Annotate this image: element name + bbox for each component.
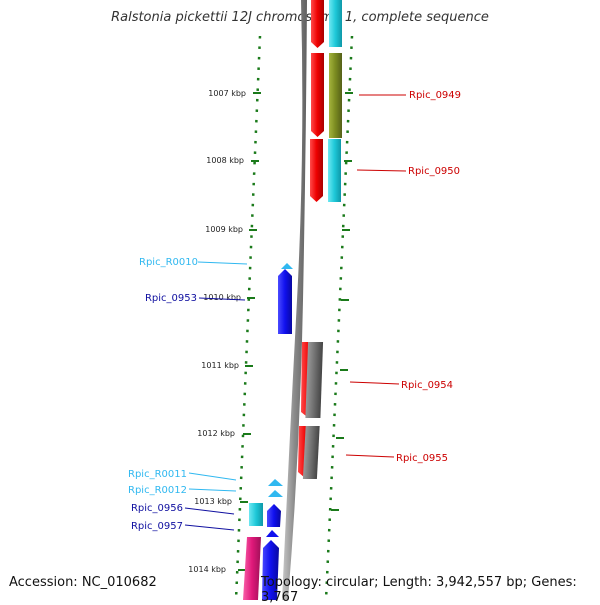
leader-line-0955 [345, 454, 395, 458]
tick-label-1010: 1010 kbp [203, 293, 241, 302]
gene-block-gray-0954 [305, 342, 324, 418]
gene-label-rpic-0955[interactable]: Rpic_0955 [396, 453, 448, 464]
gene-label-rpic-0956[interactable]: Rpic_0956 [131, 503, 183, 514]
leader-line-r0011 [188, 472, 237, 481]
leader-line-r0012 [188, 488, 237, 492]
tick-label-1007: 1007 kbp [208, 89, 246, 98]
tick-label-1012: 1012 kbp [197, 429, 235, 438]
gene-rna-r0010 [281, 263, 293, 269]
gene-arrow-blue-0957 [262, 540, 279, 600]
gene-block-magenta-bottom [243, 537, 261, 600]
gene-label-rpic-0954[interactable]: Rpic_0954 [401, 380, 453, 391]
gene-arrow-red-0949 [311, 53, 324, 137]
gene-block-gray-0955 [302, 426, 320, 479]
gene-block-olive-0949 [329, 53, 342, 138]
leader-line-0954 [349, 381, 400, 385]
gene-arrow-blue-0956 [267, 504, 281, 527]
gene-rna-r0011 [268, 479, 283, 486]
leader-line-0953 [198, 297, 246, 301]
tick-label-1011: 1011 kbp [201, 361, 239, 370]
tick-label-1014: 1014 kbp [188, 565, 226, 574]
chromosome-backbone [282, 0, 307, 600]
leader-line-0957 [184, 524, 235, 531]
minor-ticks-right [331, 92, 353, 511]
gene-rna-r0012 [268, 490, 283, 497]
accession-text: Accession: NC_010682 [9, 575, 157, 590]
tick-label-1008: 1008 kbp [206, 156, 244, 165]
tick-marks [238, 92, 261, 571]
gene-label-rpic-r0012[interactable]: Rpic_R0012 [128, 485, 187, 496]
gene-label-rpic-r0011[interactable]: Rpic_R0011 [128, 469, 187, 480]
gene-arrow-red-top [311, 0, 324, 48]
gene-label-rpic-r0010[interactable]: Rpic_R0010 [139, 257, 198, 268]
leader-line-0950 [356, 169, 407, 172]
gene-label-rpic-0953[interactable]: Rpic_0953 [145, 293, 197, 304]
tick-label-1009: 1009 kbp [205, 225, 243, 234]
tick-label-1013: 1013 kbp [194, 497, 232, 506]
gene-label-rpic-0950[interactable]: Rpic_0950 [408, 166, 460, 177]
topology-text: Topology: circular; Length: 3,942,557 bp… [261, 575, 577, 605]
map-title: Ralstonia pickettii 12J chromosome 1, co… [111, 10, 489, 25]
gene-arrow-red-0950 [310, 139, 323, 202]
gene-block-cyan-top [329, 0, 342, 47]
gene-label-rpic-0949[interactable]: Rpic_0949 [409, 90, 461, 101]
gene-label-rpic-0957[interactable]: Rpic_0957 [131, 521, 183, 532]
gene-block-cyan-0950 [328, 139, 341, 202]
gene-block-cyan-0956 [249, 503, 263, 526]
gene-arrow-blue-0957-head [266, 530, 279, 537]
leader-line-0956 [184, 507, 235, 515]
leader-line-r0010 [197, 261, 248, 265]
gene-arrow-blue-0953 [278, 269, 292, 334]
